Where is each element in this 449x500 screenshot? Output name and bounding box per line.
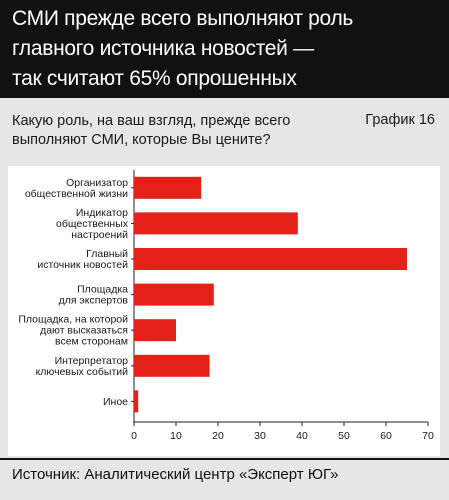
- bar-1: [134, 212, 298, 235]
- question-line-2: выполняют СМИ, которые Вы цените?: [12, 132, 271, 148]
- x-tick-label-7: 70: [422, 430, 434, 442]
- category-label-6-0: Иное: [103, 396, 128, 408]
- category-label-1-2: настроений: [71, 229, 128, 241]
- x-tick-label-1: 10: [170, 430, 182, 442]
- x-tick-label-0: 0: [131, 430, 137, 442]
- category-label-3-1: для экспертов: [59, 295, 129, 307]
- x-tick-label-2: 20: [212, 430, 224, 442]
- x-tick-label-6: 60: [380, 430, 392, 442]
- category-label-2-1: источник новостей: [37, 259, 128, 271]
- category-label-4-1: дают высказаться: [40, 325, 128, 337]
- category-label-3-0: Площадка: [77, 284, 128, 296]
- bar-0: [134, 176, 202, 199]
- category-label-5-1: ключевых событий: [36, 366, 129, 378]
- question-line-1: Какую роль, на ваш взгляд, прежде всего: [12, 113, 291, 129]
- source-text: Источник: Аналитический центр «Эксперт Ю…: [12, 466, 339, 483]
- category-label-1-0: Индикатор: [76, 207, 128, 219]
- headline-line-1: СМИ прежде всего выполняют роль: [12, 7, 354, 30]
- category-label-0-1: общественной жизни: [25, 188, 128, 200]
- category-label-5-0: Интерпретатор: [55, 355, 129, 367]
- footer: Источник: Аналитический центр «Эксперт Ю…: [0, 458, 449, 500]
- bar-3: [134, 283, 214, 306]
- category-label-1-1: общественных: [56, 218, 129, 230]
- chart-panel: Организатор общественной жизни Индикатор об…: [8, 166, 440, 456]
- header: СМИ прежде всего выполняют роль главного…: [0, 0, 449, 98]
- headline-line-2: главного источника новостей —: [12, 37, 314, 60]
- x-tick-label-3: 30: [254, 430, 266, 442]
- headline-line-3: так считают 65% опрошенных: [12, 67, 297, 90]
- bar-2: [134, 248, 407, 270]
- category-label-0-0: Организатор: [66, 177, 128, 189]
- category-label-4-2: всем сторонам: [55, 336, 128, 348]
- category-label-2-0: Главный: [86, 248, 128, 260]
- x-tick-label-5: 50: [338, 430, 350, 442]
- bar-4: [134, 319, 176, 342]
- category-label-4-0: Площадка, на которой: [18, 314, 128, 326]
- bar-5: [134, 354, 210, 377]
- survey-question: Какую роль, на ваш взгляд, прежде всего …: [12, 112, 332, 150]
- bar-6: [134, 390, 139, 413]
- chart-number: График 16: [365, 112, 435, 128]
- x-tick-label-4: 40: [296, 430, 308, 442]
